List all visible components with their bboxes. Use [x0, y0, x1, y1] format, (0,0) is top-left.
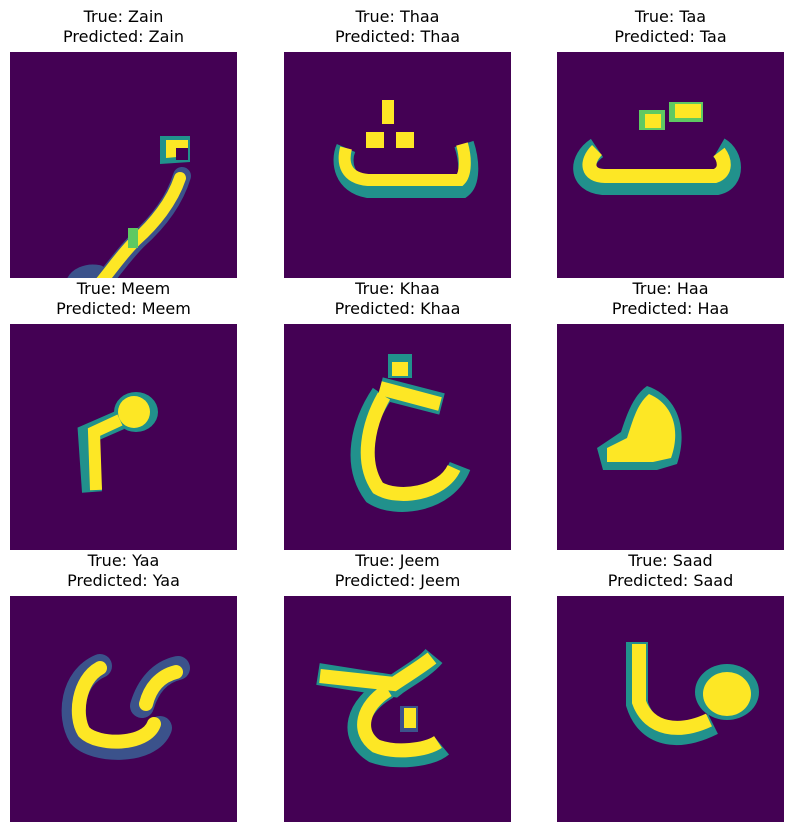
predicted-label: Predicted: Saad: [607, 571, 734, 590]
letter-image: [557, 596, 784, 822]
predicted-label: Predicted: Khaa: [334, 299, 461, 318]
letter-image: [284, 52, 511, 278]
panel-title: True: Haa Predicted: Haa: [557, 279, 784, 319]
true-label: True: Haa: [632, 279, 709, 298]
predicted-label: Predicted: Jeem: [334, 571, 461, 590]
letter-image: [10, 596, 237, 822]
true-label: True: Meem: [76, 279, 171, 298]
panel-title: True: Jeem Predicted: Jeem: [284, 551, 511, 591]
predicted-label: Predicted: Taa: [614, 27, 727, 46]
predicted-label: Predicted: Zain: [63, 27, 184, 46]
predicted-label: Predicted: Thaa: [334, 27, 461, 46]
letter-image: [284, 324, 511, 550]
panel-title: True: Khaa Predicted: Khaa: [284, 279, 511, 319]
letter-image: [10, 52, 237, 278]
letter-image: [10, 324, 237, 550]
predicted-label: Predicted: Meem: [56, 299, 191, 318]
true-label: True: Yaa: [87, 551, 160, 570]
panel-title: True: Saad Predicted: Saad: [557, 551, 784, 591]
panel-title: True: Zain Predicted: Zain: [10, 7, 237, 47]
panel-title: True: Taa Predicted: Taa: [557, 7, 784, 47]
panel-title: True: Yaa Predicted: Yaa: [10, 551, 237, 591]
true-label: True: Zain: [83, 7, 164, 26]
true-label: True: Taa: [634, 7, 707, 26]
true-label: True: Khaa: [355, 279, 440, 298]
true-label: True: Saad: [628, 551, 713, 570]
letter-image: [557, 52, 784, 278]
letter-image: [284, 596, 511, 822]
letter-image: [557, 324, 784, 550]
true-label: True: Jeem: [355, 551, 440, 570]
predicted-label: Predicted: Haa: [611, 299, 730, 318]
panel-title: True: Thaa Predicted: Thaa: [284, 7, 511, 47]
predicted-label: Predicted: Yaa: [67, 571, 180, 590]
true-label: True: Thaa: [355, 7, 440, 26]
panel-title: True: Meem Predicted: Meem: [10, 279, 237, 319]
